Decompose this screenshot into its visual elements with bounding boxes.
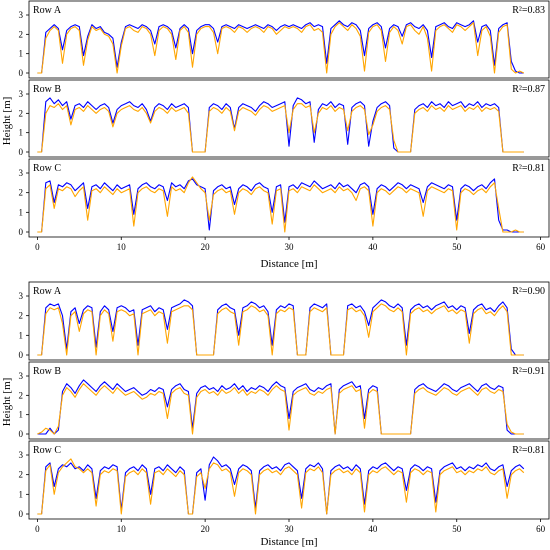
y-tick-label: 3 bbox=[19, 450, 24, 460]
r2-label: R²=0.81 bbox=[512, 163, 545, 174]
y-axis-label: Height [m] bbox=[1, 378, 13, 427]
y-tick-label: 1 bbox=[19, 489, 24, 499]
x-tick-label: 20 bbox=[201, 524, 211, 534]
r2-label: R²=0.87 bbox=[512, 84, 545, 95]
y-tick-label: 1 bbox=[19, 330, 24, 340]
y-tick-label: 2 bbox=[19, 29, 24, 39]
x-tick-label: 10 bbox=[117, 242, 127, 252]
x-tick-label: 60 bbox=[536, 524, 546, 534]
y-tick-label: 3 bbox=[19, 168, 24, 178]
y-tick-label: 3 bbox=[19, 89, 24, 99]
panel-frame bbox=[28, 158, 550, 238]
series-line-blue bbox=[37, 20, 524, 74]
series-line-blue bbox=[37, 379, 524, 435]
panel-label: Row B bbox=[33, 366, 61, 377]
series-line-orange bbox=[37, 103, 524, 153]
chart-bottom: 0 1 2 3 Row A R²=0.90 0 1 2 3 Row B R²=0.91 0 1 2 3 Row … bbox=[1, 281, 550, 548]
y-tick-label: 3 bbox=[19, 291, 24, 301]
series-line-orange bbox=[37, 176, 524, 233]
x-axis-label: Distance [m] bbox=[260, 258, 317, 270]
series-line-orange bbox=[37, 303, 524, 356]
x-tick-label: 0 bbox=[35, 242, 40, 252]
series-line-orange bbox=[37, 383, 524, 435]
panel-label: Row A bbox=[33, 286, 62, 297]
y-axis-label: Height [m] bbox=[1, 97, 13, 146]
r2-label: R²=0.91 bbox=[512, 366, 545, 377]
chart-top: 0 1 2 3 Row A R²=0.83 0 1 2 3 Row B R²=0.87 0 1 2 3 Row … bbox=[1, 0, 550, 270]
y-tick-label: 2 bbox=[19, 311, 24, 321]
x-tick-label: 0 bbox=[35, 524, 40, 534]
panel-label: Row C bbox=[33, 163, 61, 174]
y-tick-label: 3 bbox=[19, 10, 24, 20]
x-tick-label: 50 bbox=[452, 242, 462, 252]
y-tick-label: 0 bbox=[19, 429, 24, 439]
panel-frame bbox=[28, 440, 550, 520]
x-tick-label: 40 bbox=[368, 524, 378, 534]
x-tick-label: 30 bbox=[285, 242, 295, 252]
series-line-orange bbox=[37, 458, 525, 515]
series-line-blue bbox=[37, 299, 524, 356]
panel-frame bbox=[28, 0, 550, 79]
x-tick-label: 50 bbox=[452, 524, 462, 534]
y-tick-label: 1 bbox=[19, 207, 24, 217]
r2-label: R²=0.81 bbox=[512, 445, 545, 456]
r2-label: R²=0.83 bbox=[512, 5, 545, 16]
y-tick-label: 0 bbox=[19, 147, 24, 157]
panel-label: Row A bbox=[33, 5, 62, 16]
y-tick-label: 2 bbox=[19, 108, 24, 118]
y-tick-label: 2 bbox=[19, 188, 24, 198]
x-axis-label: Distance [m] bbox=[260, 536, 317, 548]
y-tick-label: 2 bbox=[19, 470, 24, 480]
x-tick-label: 10 bbox=[117, 524, 127, 534]
series-line-orange bbox=[37, 22, 525, 74]
x-tick-label: 20 bbox=[201, 242, 211, 252]
panel-label: Row B bbox=[33, 84, 61, 95]
y-tick-label: 3 bbox=[19, 371, 24, 381]
x-tick-label: 40 bbox=[368, 242, 378, 252]
panel-label: Row C bbox=[33, 445, 61, 456]
y-tick-label: 1 bbox=[19, 49, 24, 59]
series-line-blue bbox=[37, 97, 524, 153]
y-tick-label: 0 bbox=[19, 350, 24, 360]
series-line-blue bbox=[37, 178, 524, 233]
y-tick-label: 0 bbox=[19, 227, 24, 237]
y-tick-label: 2 bbox=[19, 390, 24, 400]
x-tick-label: 60 bbox=[536, 242, 546, 252]
r2-label: R²=0.90 bbox=[512, 286, 545, 297]
y-tick-label: 0 bbox=[19, 68, 24, 78]
x-tick-label: 30 bbox=[285, 524, 295, 534]
y-tick-label: 0 bbox=[19, 509, 24, 519]
y-tick-label: 1 bbox=[19, 410, 24, 420]
y-tick-label: 1 bbox=[19, 128, 24, 138]
